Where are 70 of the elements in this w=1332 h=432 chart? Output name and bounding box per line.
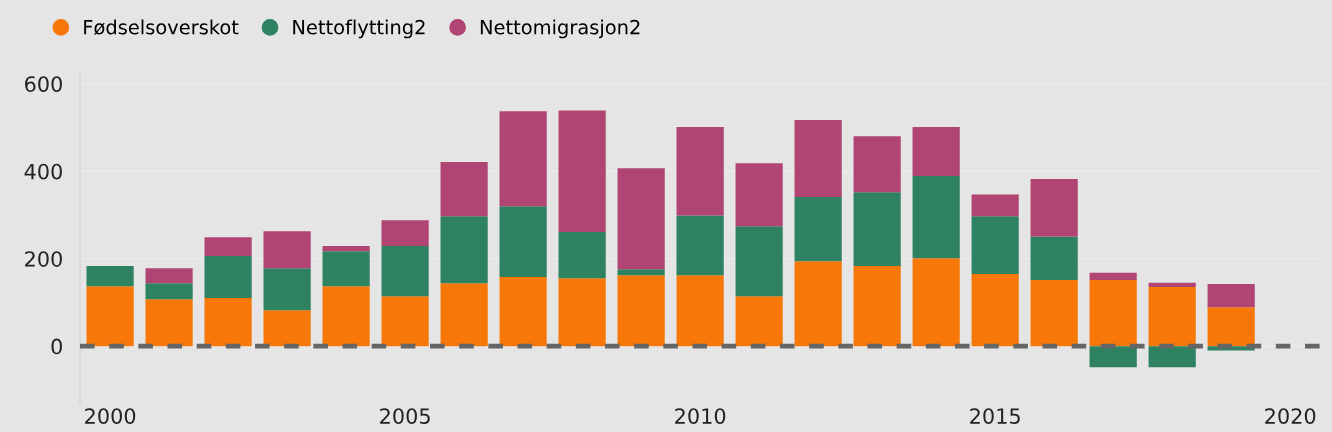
legend-label: Nettoflytting2 xyxy=(293,19,425,39)
bar xyxy=(1089,280,1137,347)
bar xyxy=(145,299,193,347)
bar xyxy=(1030,236,1078,281)
bar xyxy=(86,266,134,287)
bar xyxy=(971,216,1019,274)
bar xyxy=(381,246,429,297)
bar xyxy=(499,277,547,347)
bar xyxy=(676,275,724,347)
bar xyxy=(440,283,488,347)
bar xyxy=(735,163,783,227)
bar xyxy=(853,192,901,267)
bar xyxy=(322,246,370,252)
legend-label: Fødselsoverskot xyxy=(84,19,239,36)
bar xyxy=(204,298,252,347)
bar xyxy=(1148,346,1196,368)
bar xyxy=(912,176,960,259)
bar xyxy=(1089,272,1137,281)
bar xyxy=(617,168,665,270)
bar xyxy=(617,269,665,276)
bar xyxy=(971,273,1019,347)
bar xyxy=(558,278,606,347)
bar xyxy=(558,110,606,232)
x-tick-label: 2010 xyxy=(675,408,726,424)
x-tick-label: 2005 xyxy=(380,408,430,424)
bar xyxy=(1089,346,1137,368)
y-tick-label: 400 xyxy=(24,163,62,180)
bar xyxy=(204,256,252,299)
bar xyxy=(322,286,370,347)
bar xyxy=(853,266,901,347)
bar xyxy=(263,231,311,269)
bar xyxy=(1207,284,1255,308)
bar xyxy=(1148,287,1196,347)
bar xyxy=(676,127,724,216)
bar xyxy=(676,215,724,276)
bar xyxy=(263,268,311,311)
bar xyxy=(145,283,193,300)
legend-label: Nettomigrasjon2 xyxy=(480,19,640,39)
bar xyxy=(499,111,547,207)
bar xyxy=(204,237,252,257)
x-tick-label: 2020 xyxy=(1265,408,1316,424)
bar xyxy=(86,286,134,347)
bar xyxy=(1207,307,1255,347)
bar xyxy=(322,251,370,287)
bar xyxy=(381,296,429,347)
y-tick-label: 0 xyxy=(51,338,62,355)
bar xyxy=(794,261,842,347)
y-tick-label: 200 xyxy=(25,251,62,267)
y-tick-label: 600 xyxy=(25,76,62,92)
bar xyxy=(735,226,783,297)
bar xyxy=(912,258,960,347)
x-tick-label: 2000 xyxy=(85,408,136,424)
bar xyxy=(263,310,311,347)
bar xyxy=(853,136,901,193)
bar xyxy=(145,268,193,284)
bar xyxy=(617,275,665,347)
bar xyxy=(794,120,842,198)
bar xyxy=(381,220,429,246)
bar xyxy=(558,232,606,279)
bar xyxy=(440,162,488,217)
bar xyxy=(499,206,547,278)
bar xyxy=(1030,179,1078,237)
bar xyxy=(735,296,783,347)
bar xyxy=(971,194,1019,217)
bar xyxy=(912,127,960,177)
bar xyxy=(440,216,488,284)
bar xyxy=(1148,282,1196,288)
bar xyxy=(794,197,842,262)
bar xyxy=(1030,280,1078,347)
x-tick-label: 2015 xyxy=(970,408,1020,424)
